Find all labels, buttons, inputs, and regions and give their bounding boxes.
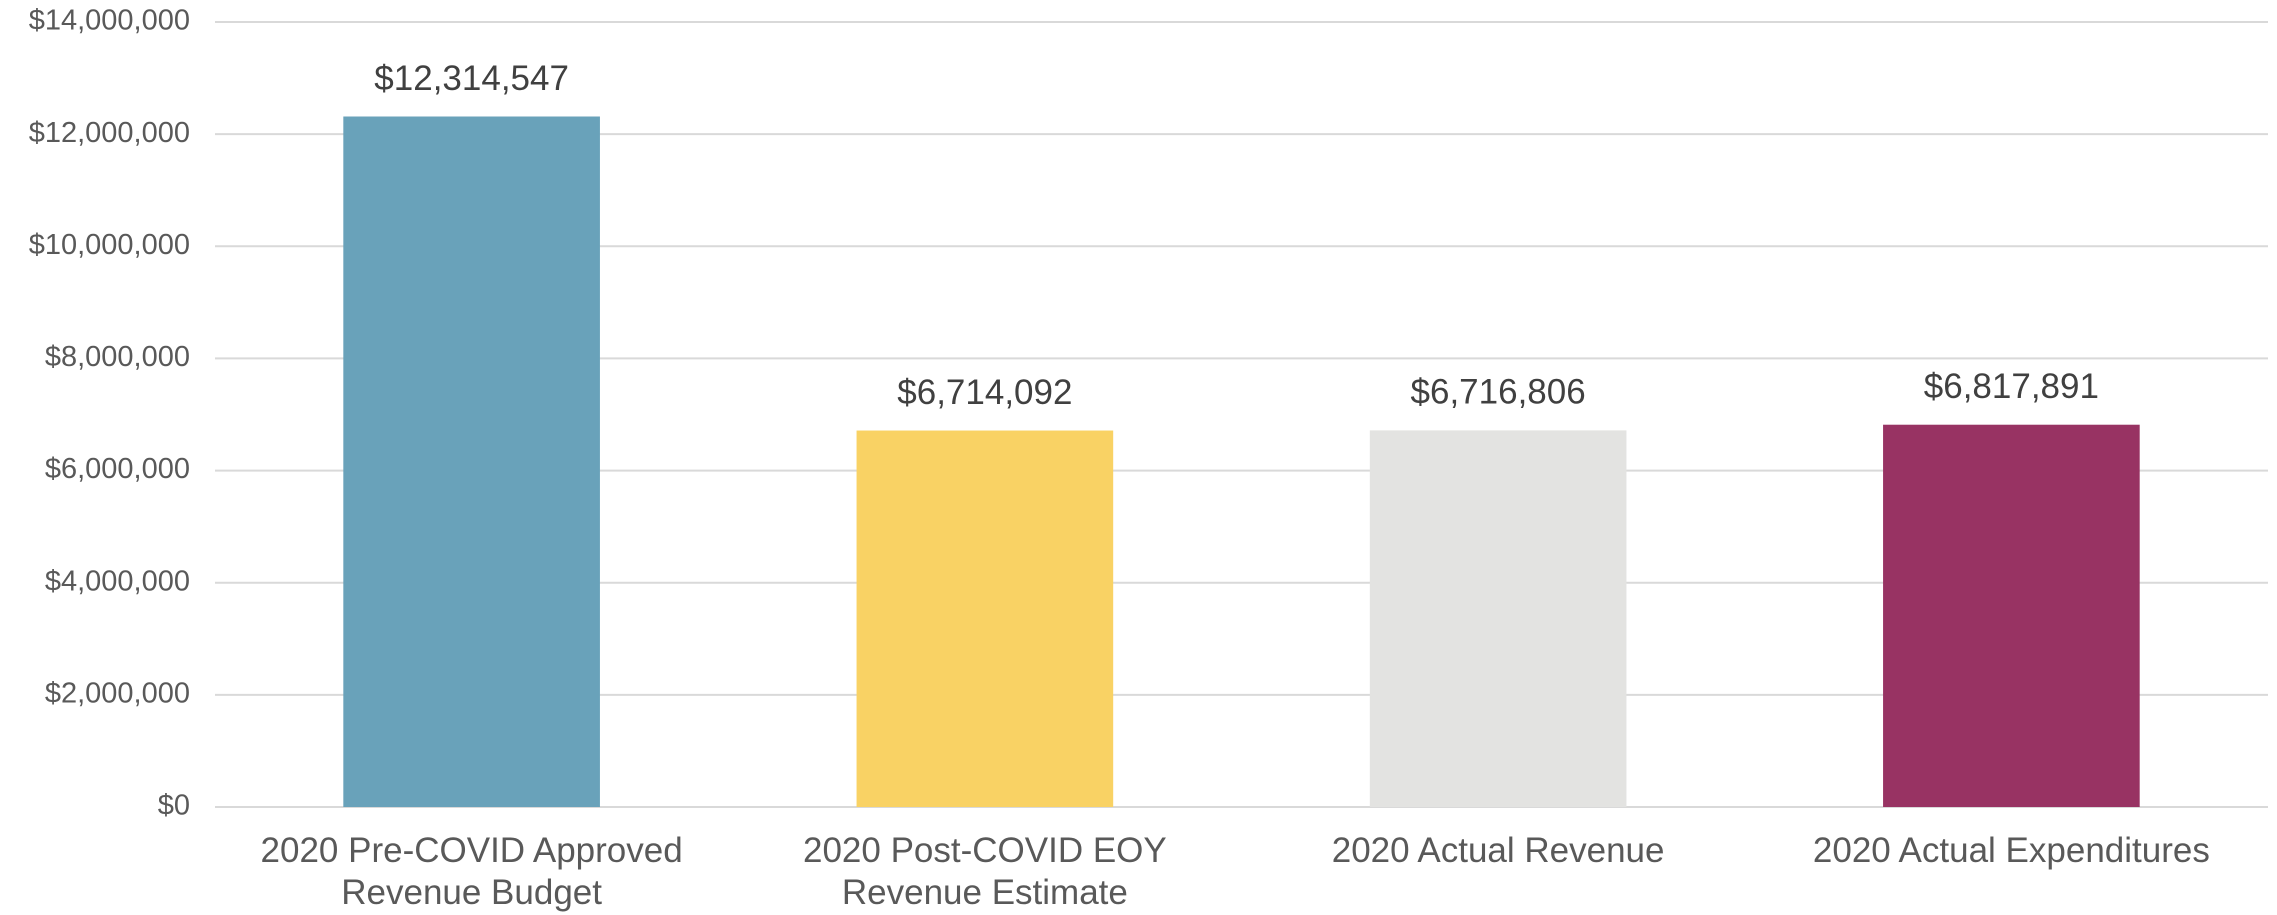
value-label: $12,314,547	[374, 59, 569, 98]
y-tick-label: $14,000,000	[29, 5, 190, 37]
x-tick-label: 2020 Post-COVID EOY Revenue Estimate	[802, 831, 1167, 912]
bar	[343, 116, 600, 808]
value-label: $6,714,092	[897, 373, 1072, 412]
x-tick-label: 2020 Actual Expenditures	[1812, 831, 2210, 870]
value-label: $6,716,806	[1411, 373, 1586, 412]
bar	[856, 430, 1114, 807]
y-tick-label: $4,000,000	[45, 565, 190, 597]
y-tick-label: $10,000,000	[29, 229, 190, 261]
y-tick-label: $0	[158, 790, 190, 822]
bar	[1369, 430, 1627, 807]
y-tick-label: $2,000,000	[45, 678, 190, 710]
y-tick-label: $6,000,000	[45, 453, 190, 485]
y-tick-label: $12,000,000	[29, 117, 190, 149]
value-label: $6,817,891	[1924, 367, 2099, 406]
x-tick-label: 2020 Actual Revenue	[1331, 831, 1665, 870]
x-tick-label: 2020 Pre-COVID Approved Revenue Budget	[260, 831, 683, 912]
y-tick-label: $8,000,000	[45, 341, 190, 373]
bar	[1883, 424, 2140, 807]
